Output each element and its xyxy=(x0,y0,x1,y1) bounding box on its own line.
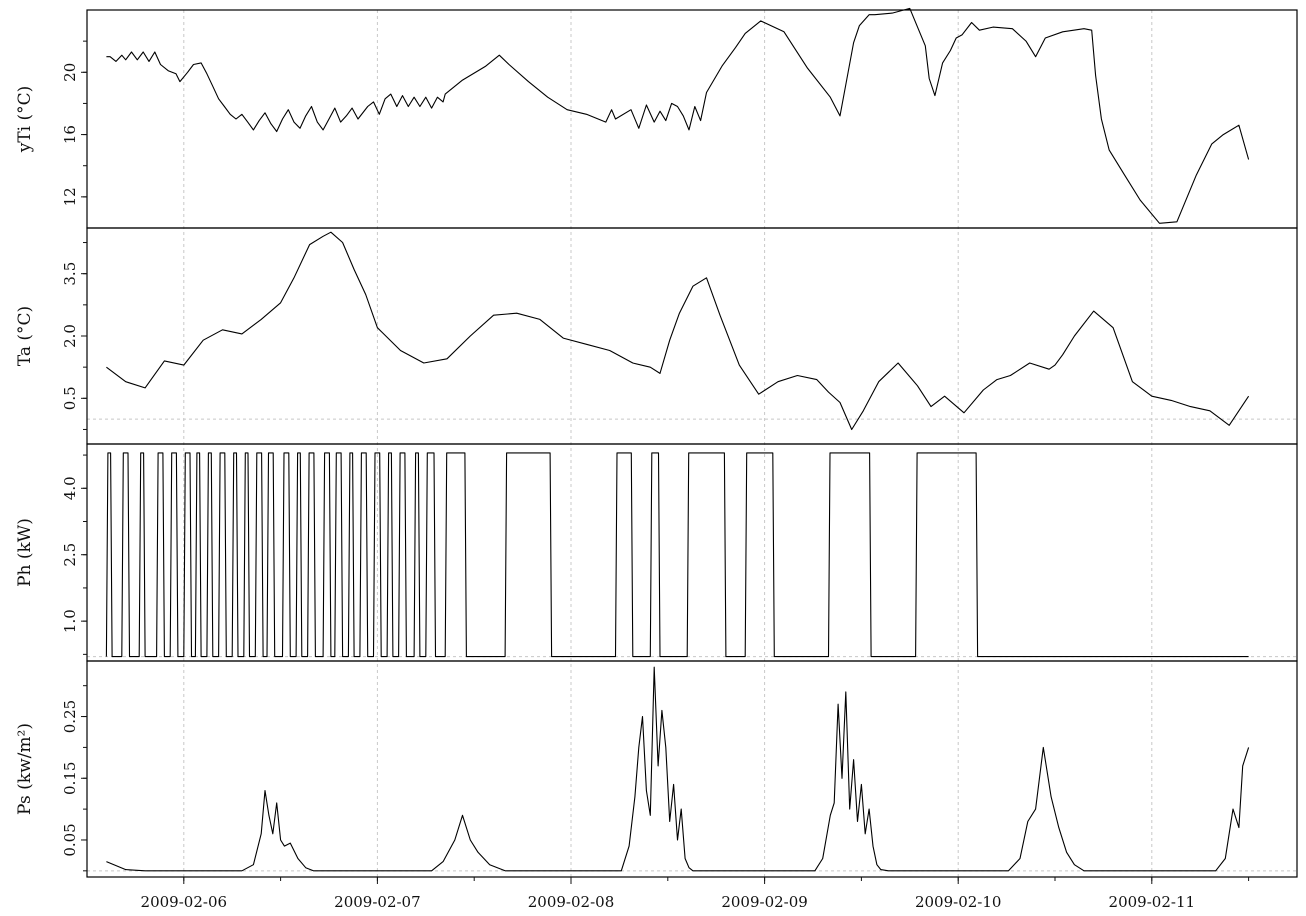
panel-3-series-line-0 xyxy=(106,666,1250,872)
panel-1-ylabel: Ta (°C) xyxy=(15,306,35,366)
panel-1-ytick-label-1: 2.0 xyxy=(61,324,79,348)
series-layer xyxy=(105,7,1250,872)
panel-0-ytick-label-2: 20 xyxy=(61,63,79,82)
panel-3-ytick-label-2: 0.25 xyxy=(61,700,79,733)
panel-1-ytick-label-2: 3.5 xyxy=(61,262,79,286)
x-tick-label-2: 2009-02-08 xyxy=(528,893,614,911)
panel-1-series-line-0 xyxy=(106,231,1250,431)
panel-2-series-line-0 xyxy=(105,452,1249,658)
panel-1-ytick-label-0: 0.5 xyxy=(61,386,79,410)
frame-layer xyxy=(86,9,1298,878)
panel-3-ylabel: Ps (kw/m²) xyxy=(15,723,35,815)
panel-3-ytick-label-0: 0.05 xyxy=(61,823,79,856)
x-tick-label-0: 2009-02-06 xyxy=(141,893,227,911)
panel-2-ytick-label-0: 1.0 xyxy=(61,609,79,633)
panel-0-ytick-label-1: 16 xyxy=(61,125,79,144)
x-tick-label-4: 2009-02-10 xyxy=(915,893,1001,911)
panel-2-ytick-label-2: 4.0 xyxy=(61,476,79,500)
panel-3-frame xyxy=(86,660,1298,878)
x-tick-label-5: 2009-02-11 xyxy=(1109,893,1195,911)
panel-0-ylabel: yTi (°C) xyxy=(15,86,35,154)
x-tick-label-3: 2009-02-09 xyxy=(721,893,807,911)
panel-0-series-line-0 xyxy=(106,7,1250,224)
panel-2-ytick-label-1: 2.5 xyxy=(61,543,79,567)
x-axis-layer: 2009-02-06 2009-02-07 2009-02-08 2009-02-09… xyxy=(141,877,1250,911)
panel-2-ylabel: Ph (kW) xyxy=(15,518,35,587)
panel-3-ytick-label-1: 0.15 xyxy=(61,762,79,795)
x-tick-label-1: 2009-02-07 xyxy=(334,893,420,911)
y-axis-layer: 12 16 20 yTi (°C) 0.5 2.0 3.5 Ta (°C) 1.0 2.5 4.0 P… xyxy=(15,40,87,872)
panel-0-ytick-label-0: 12 xyxy=(61,187,79,206)
